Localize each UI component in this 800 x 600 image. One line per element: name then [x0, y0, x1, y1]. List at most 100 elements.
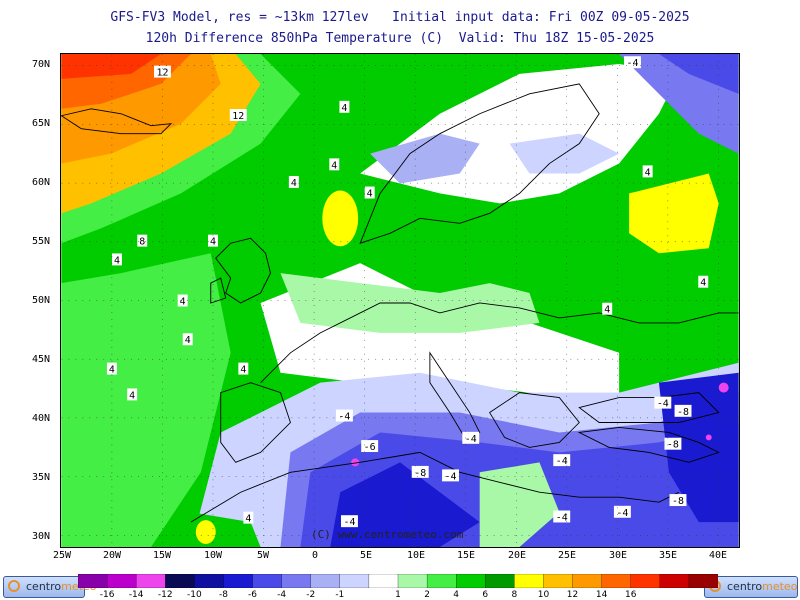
color-scale-swatch	[543, 574, 574, 588]
contour-label: 12	[232, 111, 244, 122]
contour-label: 8	[139, 237, 145, 248]
color-scale-swatch	[514, 574, 545, 588]
contour-label-bg	[229, 109, 247, 122]
lon-label-25w: 25W	[52, 550, 72, 561]
color-scale-label: -10	[187, 590, 202, 600]
contour-label-bg	[669, 494, 687, 507]
contour-label: 4	[109, 365, 115, 376]
lon-label-5e: 5E	[359, 550, 373, 561]
contour-label: -8	[414, 468, 426, 479]
logo-left-part1: centro	[26, 580, 62, 593]
contour-label-bg	[329, 158, 340, 171]
lat-label-50n: 50N	[32, 295, 51, 306]
lon-label-10w: 10W	[203, 550, 223, 561]
coast-north-europe	[260, 302, 739, 383]
lat-label-70n: 70N	[32, 59, 51, 70]
color-scale-swatch	[136, 574, 166, 588]
color-scale-bar	[78, 574, 718, 588]
contour-label: -4	[338, 412, 350, 423]
lon-label-25e: 25E	[557, 550, 577, 561]
color-scale-swatch	[368, 574, 399, 588]
lon-label-40e: 40E	[708, 550, 728, 561]
color-scale-label: -14	[128, 590, 144, 600]
contour-label-bg	[462, 431, 480, 444]
contour-label: 4	[341, 103, 347, 114]
color-scale-swatch	[339, 574, 370, 588]
light-green-south-atlantic	[61, 253, 231, 547]
contour-label: -6	[364, 442, 376, 453]
color-scale-label: 2	[424, 590, 430, 600]
color-scale-label: -1	[335, 590, 345, 600]
magenta-spot-3	[705, 434, 712, 441]
color-scale-label: -12	[157, 590, 173, 600]
lat-label-45n: 45N	[32, 354, 51, 365]
lon-label-20w: 20W	[102, 550, 122, 561]
coast-black-sea	[578, 392, 720, 423]
centrometeo-logo-left[interactable]: centrometeo	[3, 576, 96, 598]
color-scale-swatch	[165, 574, 196, 588]
contour-label-bg	[288, 175, 299, 188]
contour-label: -4	[657, 399, 669, 410]
color-scale-swatch	[572, 574, 603, 588]
color-scale-swatch	[601, 574, 632, 588]
yellow-blob-north-sea	[322, 190, 359, 247]
color-scale-label: -16	[99, 590, 115, 600]
contour-label-bg	[642, 165, 653, 178]
contour-label: -4	[556, 512, 568, 523]
coast-balkans	[489, 392, 580, 448]
contour-label-bg	[602, 302, 613, 315]
contour-label-bg	[153, 65, 171, 78]
lon-label-20e: 20E	[507, 550, 527, 561]
contour-label-bg	[361, 440, 379, 453]
header-line-2: 120h Difference 850hPa Temperature (C) V…	[145, 31, 655, 46]
coast-turkey	[577, 427, 720, 463]
color-scale-swatch	[78, 574, 108, 588]
contour-label: 4	[604, 305, 610, 316]
contour-label-bg	[137, 234, 148, 247]
magenta-spot-1	[351, 458, 360, 467]
contour-label-bg	[664, 437, 682, 450]
color-scale-swatch	[397, 574, 428, 588]
lon-label-15e: 15E	[456, 550, 476, 561]
color-scale-label: -8	[218, 590, 228, 600]
contour-label: -4	[343, 517, 355, 528]
contour-label-bg	[364, 186, 375, 199]
contour-label: -4	[616, 508, 628, 519]
header-line-1: GFS-FV3 Model, res = ~13km 127lev Initia…	[110, 10, 690, 25]
color-scale-label: 1	[395, 590, 401, 600]
contour-label-bg	[238, 362, 249, 375]
color-scale-swatch	[485, 574, 516, 588]
color-scale-label: -6	[248, 590, 258, 600]
contour-label: 4	[114, 255, 120, 266]
color-scale-label: -4	[277, 590, 287, 600]
map-canvas: 12 12 4 4 4 4 8 4 4 4 4 4 4 4 4 -4 4 4 4 -4 -6 -4 -4 -4 -8 -4 -4 -4…	[61, 54, 739, 547]
lon-label-10e: 10E	[406, 550, 426, 561]
magenta-spot-2	[718, 382, 729, 393]
contour-label: 4	[210, 237, 216, 248]
contour-label: 4	[180, 296, 186, 307]
contour-label: 4	[331, 160, 337, 171]
contour-label: 4	[185, 335, 191, 346]
contour-label: -4	[627, 58, 639, 69]
lat-label-55n: 55N	[32, 236, 51, 247]
contour-label-bg	[698, 275, 709, 288]
contour-label: -8	[667, 440, 679, 451]
lon-label-35e: 35E	[658, 550, 678, 561]
color-scale-swatch	[426, 574, 457, 588]
deep-blue-northeast	[658, 54, 739, 94]
color-scale-label: 12	[566, 590, 579, 600]
contour-label-bg	[613, 505, 631, 518]
contour-label: -4	[465, 434, 477, 445]
color-scale-label: 16	[624, 590, 637, 600]
contour-label: 4	[367, 188, 373, 199]
color-scale-label: 6	[482, 590, 489, 600]
coast-britain	[215, 237, 272, 304]
yellow-blob-russia	[629, 173, 719, 254]
contour-label-bg	[674, 404, 692, 417]
contour-label: -4	[556, 456, 568, 467]
blue-scandinavia	[370, 133, 480, 184]
logo-right-part2: meteo	[762, 580, 798, 593]
contour-label-bg	[335, 409, 353, 422]
centrometeo-logo-right[interactable]: centrometeo	[704, 576, 798, 598]
contour-label-bg	[654, 396, 672, 409]
